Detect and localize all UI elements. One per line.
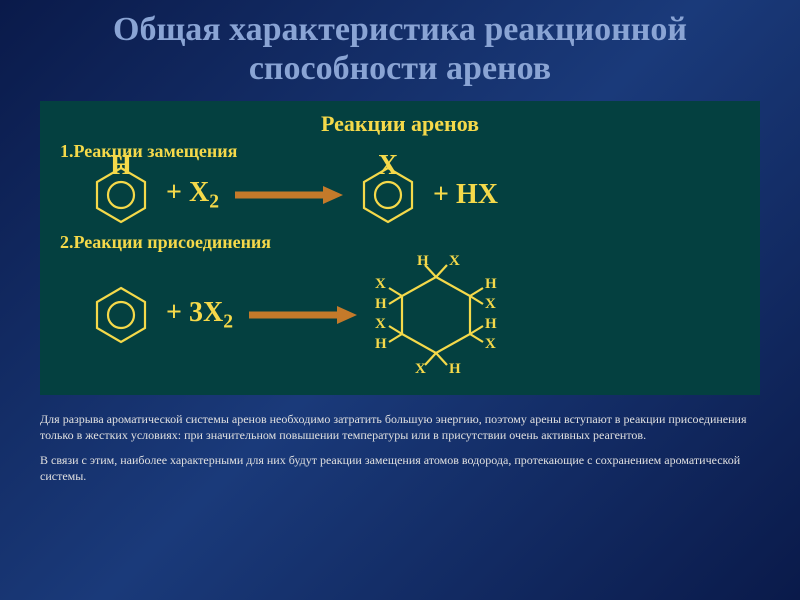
svg-text:X: X	[449, 255, 460, 269]
svg-text:X: X	[375, 276, 386, 292]
benzene-reactant: H	[90, 164, 152, 226]
cyclohexane-icon: H X H X H X X H X H X H	[371, 255, 501, 375]
svg-text:H: H	[375, 296, 387, 312]
arrow-icon	[233, 184, 343, 206]
substitution-reaction: H + X2 X + HX	[90, 164, 740, 226]
svg-text:X: X	[375, 316, 386, 332]
byproduct-hx: + HX	[433, 179, 498, 211]
addition-reaction: + 3X2 H X H X H X X H	[90, 255, 740, 375]
paragraph-1: Для разрыва ароматической системы аренов…	[40, 411, 760, 443]
product-substituent: X	[378, 150, 398, 182]
svg-text:X: X	[415, 361, 426, 375]
slide-title: Общая характеристика реакционной способн…	[0, 0, 800, 93]
benzene-product: X	[357, 164, 419, 226]
benzene-reactant-2	[90, 284, 152, 346]
reactant-substituent: H	[110, 150, 132, 182]
svg-text:H: H	[375, 336, 387, 352]
svg-text:H: H	[417, 255, 429, 269]
reagent-3x2: + 3X2	[166, 297, 233, 334]
section1-label: 1.Реакции замещения	[60, 141, 740, 162]
title-text: Общая характеристика реакционной способн…	[20, 10, 780, 88]
reactions-panel: Реакции аренов 1.Реакции замещения H + X…	[40, 101, 760, 395]
panel-title: Реакции аренов	[60, 111, 740, 137]
svg-text:X: X	[485, 296, 496, 312]
paragraph-2: В связи с этим, наиболее характерными дл…	[40, 452, 760, 484]
arrow-icon	[247, 304, 357, 326]
svg-text:X: X	[485, 336, 496, 352]
svg-text:H: H	[449, 361, 461, 375]
svg-text:H: H	[485, 316, 497, 332]
svg-text:H: H	[485, 276, 497, 292]
benzene-ring-icon	[90, 284, 152, 346]
section2-label: 2.Реакции присоединения	[60, 232, 740, 253]
body-text: Для разрыва ароматической системы аренов…	[0, 403, 800, 484]
cyclohexane-product: H X H X H X X H X H X H	[371, 255, 501, 375]
reagent-x2: + X2	[166, 177, 219, 214]
